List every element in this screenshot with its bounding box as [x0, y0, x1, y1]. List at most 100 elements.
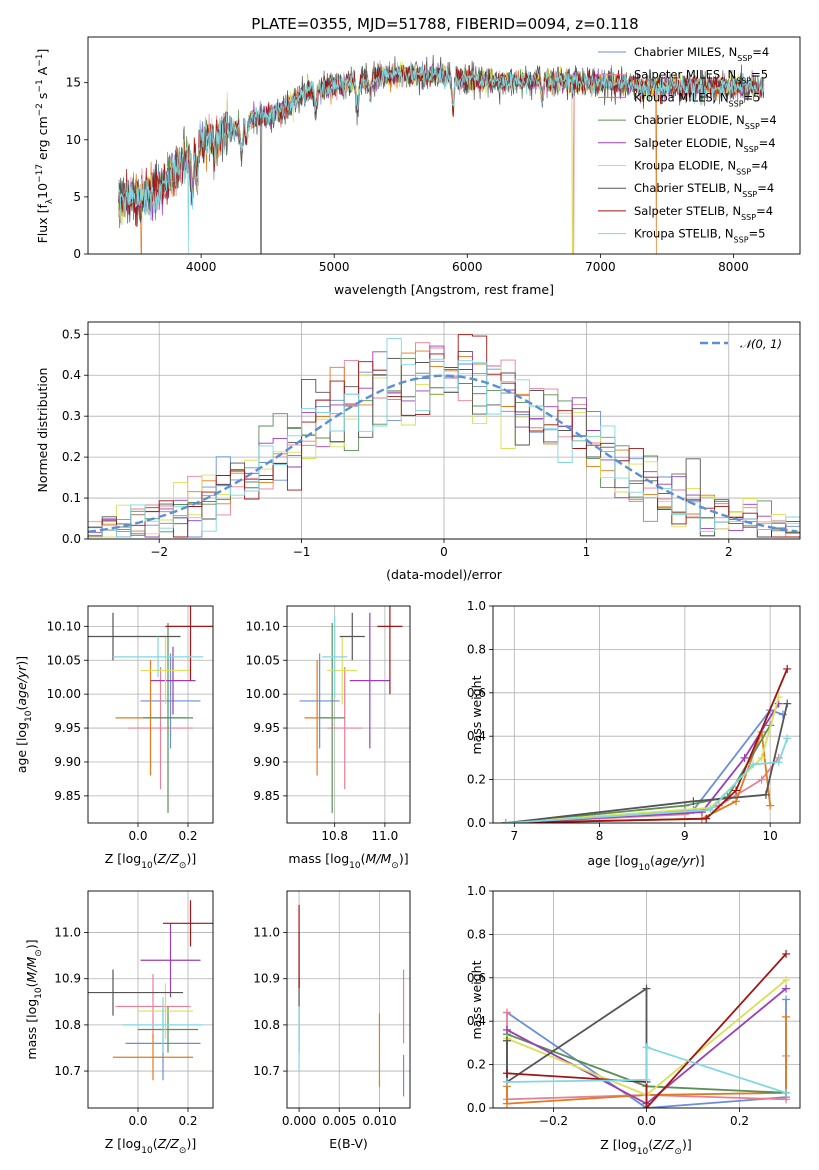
y-tick-label: 10.9	[54, 972, 81, 986]
x-axis-label: wavelength [Angstrom, rest frame]	[334, 282, 554, 297]
label-part: 10	[639, 863, 651, 873]
y-tick-label: 5	[73, 190, 81, 204]
legend-n: =4	[756, 204, 773, 218]
label-part: (	[650, 853, 655, 868]
label-part: age/yr	[14, 665, 29, 706]
y-tick-label: 10.9	[253, 972, 280, 986]
y-tick-label: 0.5	[62, 327, 81, 341]
legend-sub: SSP	[736, 76, 751, 85]
x-axis-label: E(B-V)	[329, 1136, 368, 1151]
axes-frame	[492, 605, 801, 824]
x-tick-label: −2	[150, 545, 168, 559]
legend-sub: SSP	[742, 190, 757, 199]
spectrum-axes-plot-area	[118, 54, 765, 254]
y-tick-label: 10.05	[246, 653, 280, 667]
age-vs-mass-axes: 10.8 11.0 9.85 9.90 9.95 10.00 10.05 10.10	[246, 605, 411, 843]
spectrum-axes: 4000 5000 6000 7000 8000 0 5 10 15	[66, 36, 801, 274]
series-marker	[689, 797, 698, 806]
y-tick-label: 1.0	[467, 884, 486, 898]
series-marker	[697, 808, 706, 817]
errorbar-salpeter-stelib	[165, 606, 213, 681]
x-tick-label: 8	[596, 829, 604, 843]
series-line	[506, 953, 787, 1108]
y-tick-label: 0.3	[62, 409, 81, 423]
legend-text: Salpeter STELIB, N	[634, 204, 741, 218]
y-tick-label: 10.00	[246, 687, 280, 701]
label-part: ⊙	[179, 1146, 187, 1156]
series-marker	[782, 995, 791, 1004]
errorbar-kroupa-elodie	[327, 636, 358, 705]
hist-kroupa-stelib	[88, 338, 800, 538]
errorbar-kroupa-miles	[113, 1034, 193, 1081]
x-tick-label: 1	[583, 545, 591, 559]
y-axis-label: Flux [fλ10−17 erg cm−2 s−1 A−1]	[35, 49, 55, 244]
label-part: 10	[349, 861, 361, 871]
x-tick-label: 0.000	[282, 1114, 316, 1128]
y-axis-label: age [log10(age/yr)]	[14, 656, 34, 773]
label-part: (	[153, 1136, 158, 1151]
series-line	[505, 696, 780, 823]
series-marker	[782, 984, 791, 993]
weight-vs-Z-axes: −0.2 0.0 0.2 0.0 0.2 0.4 0.6 0.8 1.0	[467, 884, 801, 1128]
legend-sub: SSP	[745, 122, 760, 131]
y-tick-label: 0.8	[467, 642, 486, 656]
y-tick-label: 10.10	[246, 619, 280, 633]
series-marker	[642, 1104, 651, 1108]
x-axis-label: Z [log10(Z/Z⊙)]	[600, 1137, 691, 1157]
legend-n: =4	[757, 181, 774, 195]
label-part: Normed distribution	[35, 368, 50, 493]
y-tick-label: 0.2	[467, 1058, 486, 1072]
x-tick-label: 8000	[718, 260, 749, 274]
weight-vs-age-axes: 7 8 9 10 0.0 0.2 0.4 0.6 0.8 1.0	[467, 599, 801, 843]
chart-title: PLATE=0355, MJD=51788, FIBERID=0094, z=0…	[251, 15, 638, 33]
y-tick-label: 0.2	[467, 773, 486, 787]
series-chabrier-stelib	[502, 984, 651, 1108]
label-part: M/M	[24, 956, 39, 982]
y-tick-label: 9.95	[253, 721, 280, 735]
legend-sub: SSP	[737, 54, 752, 63]
label-part: M/M	[366, 851, 392, 866]
y-tick-label: 0.2	[62, 450, 81, 464]
axes-frame	[87, 605, 214, 824]
mass-vs-Z-axes-plot-area	[88, 900, 213, 1081]
series-line	[505, 703, 780, 823]
label-part: wavelength [Angstrom, rest frame]	[334, 282, 554, 297]
y-tick-label: 0.6	[467, 971, 486, 985]
x-tick-label: 10.8	[321, 829, 348, 843]
legend-label: Kroupa MILES, NSSP=5	[634, 90, 760, 108]
label-part: mass [log	[288, 851, 349, 866]
y-tick-label: 0.4	[467, 1014, 486, 1028]
label-part: )]	[682, 1137, 692, 1152]
errorbar-salpeter-elodie	[140, 923, 201, 998]
label-part: (	[24, 982, 39, 987]
y-tick-label: 9.90	[54, 755, 81, 769]
mass-vs-ebv-axes-plot-area	[298, 904, 405, 1097]
y-axis-label: mass weight	[469, 675, 484, 754]
label-part: )]	[186, 1136, 196, 1151]
errorbar-salpeter-miles	[115, 974, 191, 1039]
y-tick-label: 0.4	[62, 368, 81, 382]
y-tick-label: 0.6	[467, 686, 486, 700]
errorbar-chabrier-stelib	[339, 612, 365, 661]
label-part: mass weight	[469, 960, 484, 1039]
legend-label: Salpeter STELIB, NSSP=4	[634, 204, 773, 222]
series-kroupa-miles	[501, 727, 775, 823]
errorbar-chabrier-elodie	[319, 622, 345, 813]
y-tick-label: 10.8	[54, 1018, 81, 1032]
normal-curve	[88, 374, 798, 533]
series-marker	[774, 758, 783, 767]
x-axis-label: age [log10(age/yr)]	[587, 853, 704, 873]
label-part: Z/Z	[157, 851, 180, 866]
x-tick-label: 0.005	[322, 1114, 356, 1128]
label-part: 10	[637, 1147, 649, 1157]
legend-text: Kroupa STELIB, N	[634, 227, 734, 241]
label-part: s	[35, 93, 50, 104]
label-part: (	[648, 1137, 653, 1152]
legend-n: =4	[759, 136, 776, 150]
x-tick-label: −1	[293, 545, 311, 559]
y-tick-label: 11.0	[54, 926, 81, 940]
y-tick-label: 10.8	[253, 1018, 280, 1032]
label-part: E(B-V)	[329, 1136, 368, 1151]
series-marker	[732, 786, 741, 795]
